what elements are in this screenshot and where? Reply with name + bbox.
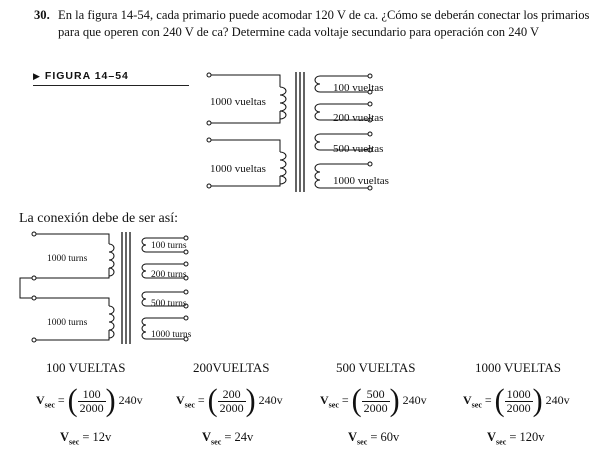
calc-result-1: Vsec = 12v — [60, 430, 112, 447]
series-primary-1 — [31, 231, 115, 281]
calc-result-3: Vsec = 60v — [348, 430, 400, 447]
transformer-core — [295, 72, 305, 192]
connection-caption: La conexión debe de ser así: — [19, 211, 178, 226]
input-voltage: 240v — [545, 392, 570, 407]
figure-primary-label-1: 1000 vueltas — [210, 96, 266, 108]
turns-ratio: 1000 2000 — [504, 386, 533, 415]
equals-sign: = — [484, 392, 492, 407]
close-paren: ) — [105, 383, 116, 418]
connection-secondary-label-1: 100 turns — [151, 241, 187, 251]
numerator: 100 — [82, 386, 101, 401]
open-paren: ( — [207, 383, 218, 418]
vsec-symbol: Vsec — [463, 392, 482, 410]
equals-sign: = — [57, 392, 65, 407]
problem-text: En la figura 14-54, cada primario puede … — [58, 8, 590, 39]
triangle-icon: ▶ — [33, 71, 41, 81]
connection-secondary-label-3: 500 turns — [151, 299, 187, 309]
vsec-symbol: Vsec — [176, 392, 195, 410]
connection-primary-label-2: 1000 turns — [47, 318, 88, 328]
primary-winding-1 — [206, 72, 287, 126]
input-voltage: 240v — [258, 392, 283, 407]
calc-formula-2: Vsec = (200 2000) 240v — [176, 383, 283, 418]
connection-primary-label-1: 1000 turns — [47, 254, 88, 264]
calc-heading-3: 500 VUELTAS — [336, 360, 416, 375]
figure-label-rule — [33, 85, 189, 86]
connection-secondary-label-2: 200 turns — [151, 270, 187, 280]
numerator: 1000 — [506, 386, 531, 401]
numerator: 500 — [366, 386, 385, 401]
numerator: 200 — [222, 386, 241, 401]
input-voltage: 240v — [118, 392, 143, 407]
series-primary-2 — [31, 295, 115, 343]
calc-result-2: Vsec = 24v — [202, 430, 254, 447]
turns-ratio: 200 2000 — [217, 386, 246, 415]
denominator: 2000 — [361, 400, 390, 415]
equals-sign: = — [197, 392, 205, 407]
denominator: 2000 — [217, 400, 246, 415]
series-core — [121, 232, 131, 344]
series-jumper — [19, 277, 32, 299]
figure-secondary-label-3: 500 vueltas — [333, 143, 384, 155]
vsec-symbol: Vsec — [320, 392, 339, 410]
calc-formula-4: Vsec = (1000 2000) 240v — [463, 383, 570, 418]
figure-secondary-label-1: 100 vueltas — [333, 82, 384, 94]
figure-secondary-label-4: 1000 vueltas — [333, 175, 389, 187]
calc-heading-4: 1000 VUELTAS — [475, 360, 561, 375]
close-paren: ) — [389, 383, 400, 418]
calc-heading-1: 100 VUELTAS — [46, 360, 126, 375]
problem-number: 30. — [34, 8, 50, 22]
input-voltage: 240v — [402, 392, 427, 407]
transformer-diagram — [206, 72, 373, 192]
open-paren: ( — [67, 383, 78, 418]
calc-heading-2: 200VUELTAS — [193, 360, 270, 375]
figure-label-text: FIGURA 14–54 — [44, 70, 129, 82]
denominator: 2000 — [504, 400, 533, 415]
connection-secondary-label-4: 1000 turns — [151, 330, 192, 340]
close-paren: ) — [532, 383, 543, 418]
calc-result-4: Vsec = 120v — [487, 430, 545, 447]
open-paren: ( — [494, 383, 505, 418]
equals-sign: = — [341, 392, 349, 407]
figure-secondary-label-2: 200 vueltas — [333, 112, 384, 124]
series-secondaries — [141, 235, 189, 342]
secondary-windings — [314, 73, 373, 191]
denominator: 2000 — [77, 400, 106, 415]
open-paren: ( — [351, 383, 362, 418]
calc-formula-3: Vsec = (500 2000) 240v — [320, 383, 427, 418]
turns-ratio: 100 2000 — [77, 386, 106, 415]
vsec-symbol: Vsec — [36, 392, 55, 410]
close-paren: ) — [245, 383, 256, 418]
figure-label: ▶ FIGURA 14–54 — [33, 70, 129, 82]
series-connection-diagram — [19, 231, 189, 344]
turns-ratio: 500 2000 — [361, 386, 390, 415]
calc-formula-1: Vsec = (100 2000) 240v — [36, 383, 143, 418]
figure-primary-label-2: 1000 vueltas — [210, 163, 266, 175]
primary-winding-2 — [206, 137, 287, 189]
